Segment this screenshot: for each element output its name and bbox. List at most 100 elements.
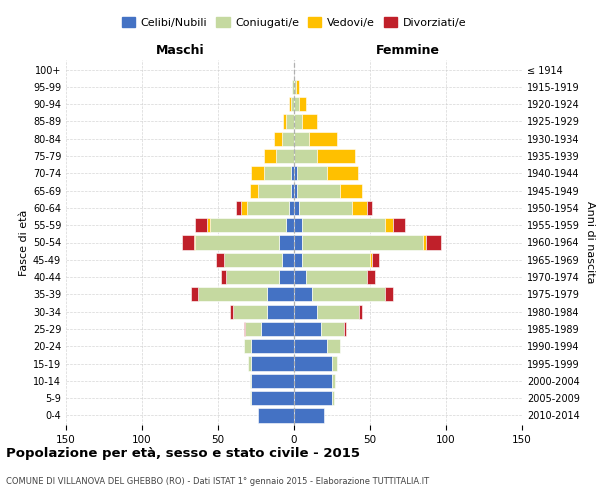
Bar bbox=[221, 270, 226, 284]
Bar bbox=[250, 184, 257, 198]
Bar bbox=[302, 218, 385, 232]
Bar bbox=[297, 166, 328, 180]
Bar bbox=[217, 252, 224, 267]
Bar bbox=[367, 201, 371, 215]
Bar bbox=[211, 218, 286, 232]
Bar bbox=[332, 374, 335, 388]
Bar bbox=[286, 218, 294, 232]
Bar bbox=[294, 149, 317, 163]
Bar bbox=[251, 339, 294, 353]
Bar bbox=[230, 304, 233, 319]
Bar bbox=[294, 80, 296, 94]
Bar bbox=[299, 97, 306, 111]
Bar bbox=[294, 270, 306, 284]
Bar bbox=[294, 288, 312, 302]
Bar bbox=[263, 149, 276, 163]
Bar bbox=[236, 201, 241, 215]
Bar bbox=[244, 339, 251, 353]
Bar bbox=[226, 270, 279, 284]
Bar bbox=[294, 236, 302, 250]
Bar bbox=[328, 166, 358, 180]
Bar bbox=[332, 391, 334, 406]
Bar bbox=[248, 356, 251, 370]
Bar bbox=[294, 166, 297, 180]
Bar bbox=[247, 201, 289, 215]
Bar bbox=[292, 80, 294, 94]
Bar bbox=[297, 184, 340, 198]
Bar bbox=[276, 149, 294, 163]
Bar bbox=[359, 304, 362, 319]
Bar bbox=[294, 201, 299, 215]
Bar bbox=[370, 252, 371, 267]
Bar bbox=[294, 114, 302, 128]
Bar bbox=[294, 184, 297, 198]
Bar bbox=[244, 322, 245, 336]
Bar bbox=[291, 97, 294, 111]
Legend: Celibi/Nubili, Coniugati/e, Vedovi/e, Divorziati/e: Celibi/Nubili, Coniugati/e, Vedovi/e, Di… bbox=[119, 14, 469, 30]
Bar bbox=[294, 132, 309, 146]
Bar bbox=[251, 356, 294, 370]
Text: Popolazione per età, sesso e stato civile - 2015: Popolazione per età, sesso e stato civil… bbox=[6, 448, 360, 460]
Bar bbox=[286, 114, 294, 128]
Bar bbox=[367, 270, 374, 284]
Bar bbox=[257, 408, 294, 422]
Bar bbox=[182, 236, 194, 250]
Bar bbox=[294, 408, 325, 422]
Y-axis label: Fasce di età: Fasce di età bbox=[19, 210, 29, 276]
Bar bbox=[317, 149, 355, 163]
Bar bbox=[393, 218, 405, 232]
Bar bbox=[263, 166, 291, 180]
Bar bbox=[198, 288, 266, 302]
Bar bbox=[195, 218, 208, 232]
Bar bbox=[279, 236, 294, 250]
Bar bbox=[291, 184, 294, 198]
Bar bbox=[294, 97, 299, 111]
Bar bbox=[245, 322, 260, 336]
Bar bbox=[296, 80, 299, 94]
Bar bbox=[241, 201, 247, 215]
Bar bbox=[309, 132, 337, 146]
Bar bbox=[282, 252, 294, 267]
Bar bbox=[294, 218, 302, 232]
Bar bbox=[266, 288, 294, 302]
Bar bbox=[289, 201, 294, 215]
Bar bbox=[266, 304, 294, 319]
Bar bbox=[251, 166, 263, 180]
Bar bbox=[279, 270, 294, 284]
Bar bbox=[294, 391, 332, 406]
Bar bbox=[274, 132, 282, 146]
Bar bbox=[312, 288, 385, 302]
Bar bbox=[322, 322, 344, 336]
Bar bbox=[328, 339, 340, 353]
Bar bbox=[340, 184, 362, 198]
Bar bbox=[332, 356, 337, 370]
Bar bbox=[260, 322, 294, 336]
Bar bbox=[294, 356, 332, 370]
Bar bbox=[194, 236, 195, 250]
Bar bbox=[289, 97, 291, 111]
Text: Femmine: Femmine bbox=[376, 44, 440, 58]
Bar bbox=[250, 374, 251, 388]
Bar bbox=[299, 201, 352, 215]
Bar bbox=[302, 252, 370, 267]
Bar bbox=[385, 218, 393, 232]
Bar bbox=[291, 166, 294, 180]
Text: COMUNE DI VILLANOVA DEL GHEBBO (RO) - Dati ISTAT 1° gennaio 2015 - Elaborazione : COMUNE DI VILLANOVA DEL GHEBBO (RO) - Da… bbox=[6, 478, 429, 486]
Bar bbox=[294, 374, 332, 388]
Bar bbox=[233, 304, 266, 319]
Bar bbox=[385, 288, 393, 302]
Bar bbox=[195, 236, 279, 250]
Bar bbox=[317, 304, 359, 319]
Bar bbox=[224, 252, 282, 267]
Bar bbox=[302, 236, 423, 250]
Bar bbox=[294, 339, 328, 353]
Bar bbox=[250, 391, 251, 406]
Bar bbox=[251, 391, 294, 406]
Bar bbox=[283, 114, 286, 128]
Bar bbox=[344, 322, 346, 336]
Bar bbox=[352, 201, 367, 215]
Bar bbox=[371, 252, 379, 267]
Bar bbox=[294, 322, 322, 336]
Bar bbox=[294, 304, 317, 319]
Bar bbox=[306, 270, 367, 284]
